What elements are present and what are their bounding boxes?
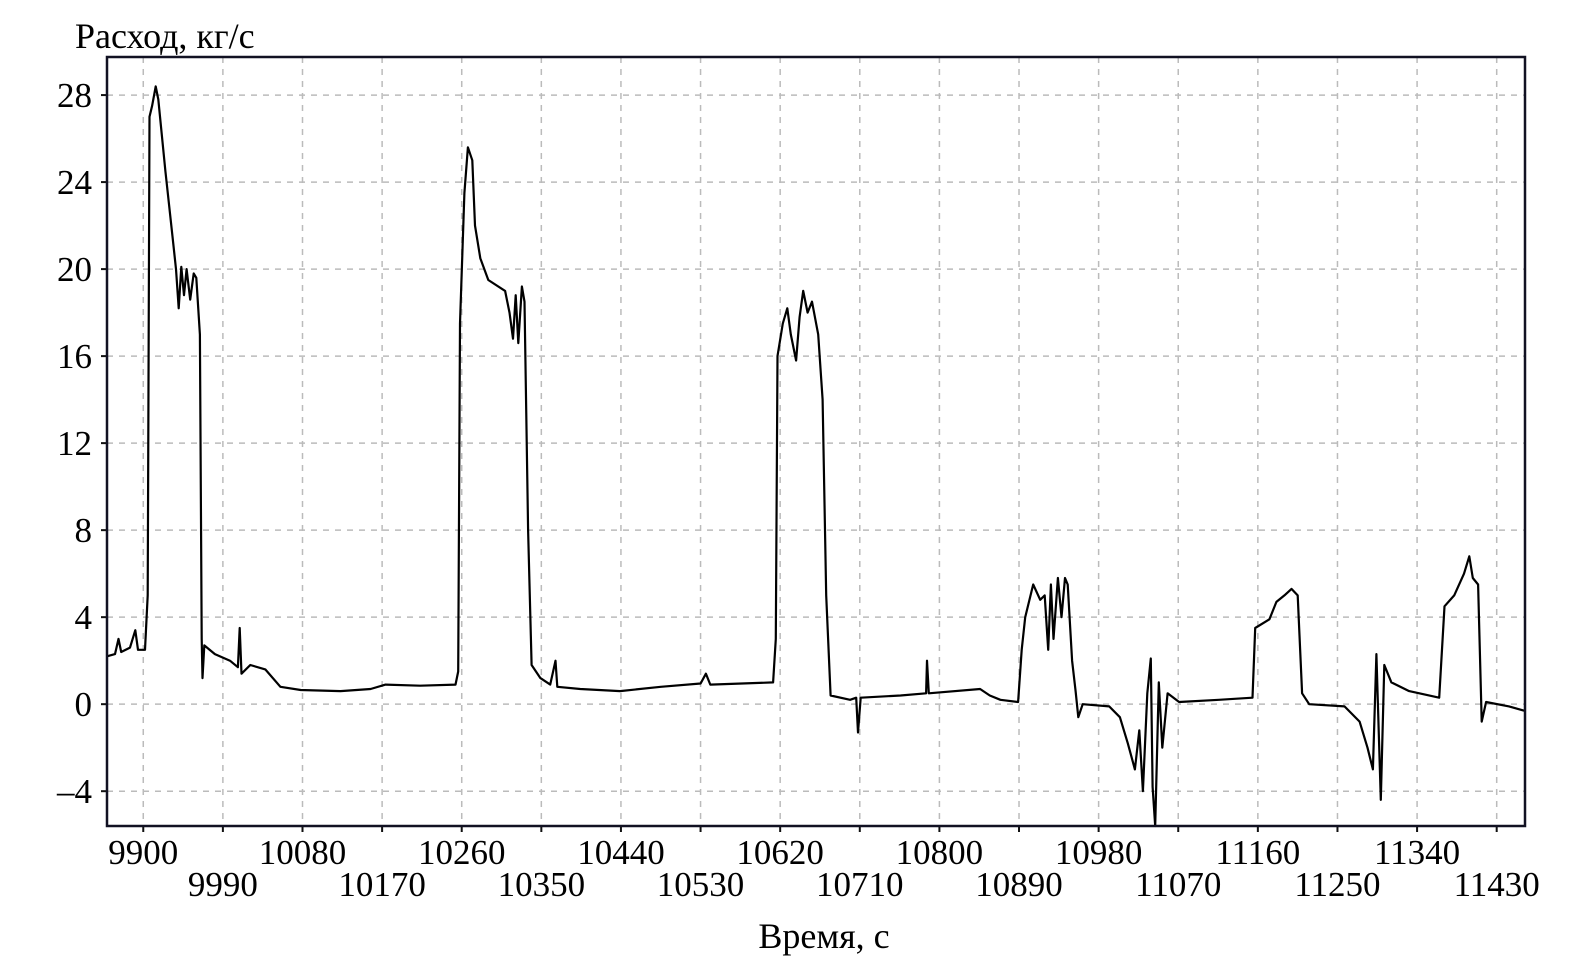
y-axis-label: Расход, кг/с xyxy=(75,16,255,56)
x-tick-label: 10260 xyxy=(418,833,506,872)
y-tick-label: 12 xyxy=(57,424,92,463)
x-tick-label: 10710 xyxy=(816,865,904,904)
x-tick-label: 11250 xyxy=(1294,865,1380,904)
x-tick-label: 10530 xyxy=(657,865,745,904)
plot-frame xyxy=(105,55,1527,828)
y-tick-label: 24 xyxy=(57,163,92,202)
y-tick-label: 16 xyxy=(57,337,92,376)
y-tick-label: 8 xyxy=(75,511,93,550)
x-tick-label: 11430 xyxy=(1454,865,1540,904)
x-tick-label: 10890 xyxy=(975,865,1063,904)
x-tick-label: 10170 xyxy=(338,865,426,904)
x-tick-label: 9990 xyxy=(188,865,258,904)
x-tick-label: 10440 xyxy=(577,833,665,872)
x-tick-label: 10980 xyxy=(1055,833,1143,872)
x-tick-label: 10620 xyxy=(736,833,824,872)
x-tick-label: 9900 xyxy=(108,833,178,872)
x-tick-label: 10080 xyxy=(259,833,347,872)
x-axis-label: Время, с xyxy=(758,916,889,956)
y-tick-label: –4 xyxy=(56,772,92,811)
x-tick-label: 11160 xyxy=(1215,833,1300,872)
series-line xyxy=(106,85,1525,828)
x-tick-label: 11340 xyxy=(1374,833,1460,872)
y-tick-label: 0 xyxy=(75,685,93,724)
y-tick-label: 4 xyxy=(75,598,93,637)
grid xyxy=(107,57,1525,826)
x-tick-label: 11070 xyxy=(1135,865,1221,904)
x-tick-label: 10350 xyxy=(498,865,586,904)
y-tick-label: 20 xyxy=(57,250,92,289)
x-tick-label: 10800 xyxy=(896,833,984,872)
y-tick-label: 28 xyxy=(57,76,92,115)
ticks: 9900999010080101701026010350104401053010… xyxy=(56,76,1540,904)
